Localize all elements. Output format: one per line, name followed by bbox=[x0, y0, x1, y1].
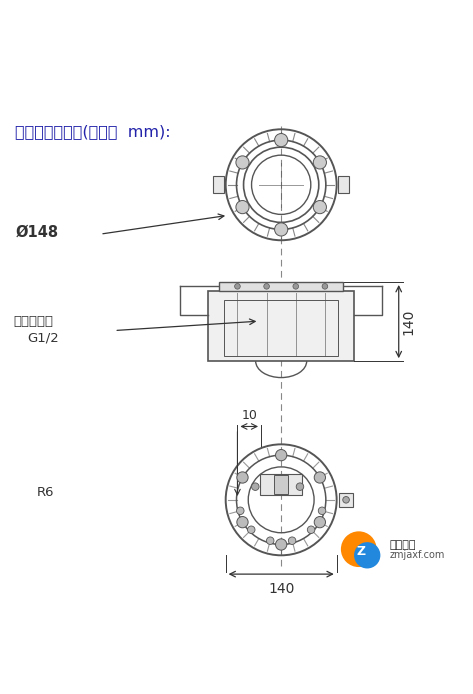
Circle shape bbox=[264, 284, 270, 289]
Bar bbox=[208, 291, 354, 361]
Circle shape bbox=[275, 133, 288, 146]
Text: Ø148: Ø148 bbox=[16, 224, 59, 239]
Circle shape bbox=[307, 526, 315, 534]
Text: R6: R6 bbox=[36, 486, 54, 499]
Circle shape bbox=[293, 284, 298, 289]
Circle shape bbox=[341, 532, 377, 567]
Text: 140: 140 bbox=[268, 582, 294, 595]
Circle shape bbox=[237, 516, 248, 528]
Circle shape bbox=[314, 472, 325, 483]
Circle shape bbox=[235, 284, 240, 289]
Bar bbox=[274, 475, 288, 494]
Bar bbox=[219, 282, 343, 291]
Circle shape bbox=[236, 156, 249, 169]
Circle shape bbox=[252, 483, 259, 491]
Circle shape bbox=[343, 496, 350, 503]
Bar bbox=[339, 493, 353, 507]
Text: 智淡消防: 智淡消防 bbox=[389, 541, 416, 550]
Circle shape bbox=[276, 450, 287, 461]
Text: 灯具外形和尺寸(单位：  mm):: 灯具外形和尺寸(单位： mm): bbox=[16, 124, 171, 139]
Circle shape bbox=[236, 201, 249, 214]
Text: 140: 140 bbox=[401, 308, 415, 335]
Circle shape bbox=[296, 483, 304, 491]
Circle shape bbox=[237, 472, 248, 483]
Circle shape bbox=[318, 507, 326, 514]
Circle shape bbox=[276, 539, 287, 550]
Circle shape bbox=[247, 526, 255, 534]
Circle shape bbox=[314, 516, 325, 528]
Circle shape bbox=[313, 156, 326, 169]
Circle shape bbox=[266, 537, 274, 545]
Circle shape bbox=[322, 284, 328, 289]
Bar bbox=[224, 300, 338, 357]
Circle shape bbox=[289, 537, 296, 545]
Text: 引入口规格: 引入口规格 bbox=[13, 314, 53, 328]
Bar bbox=[260, 474, 302, 495]
Text: 10: 10 bbox=[241, 409, 257, 422]
Circle shape bbox=[275, 223, 288, 236]
Circle shape bbox=[313, 201, 326, 214]
Bar bbox=[338, 176, 350, 193]
Text: G1/2: G1/2 bbox=[27, 331, 59, 344]
Text: zmjaxf.com: zmjaxf.com bbox=[389, 550, 445, 560]
Bar bbox=[213, 176, 224, 193]
Text: Z: Z bbox=[357, 545, 366, 557]
Circle shape bbox=[354, 542, 380, 568]
Circle shape bbox=[236, 507, 244, 514]
